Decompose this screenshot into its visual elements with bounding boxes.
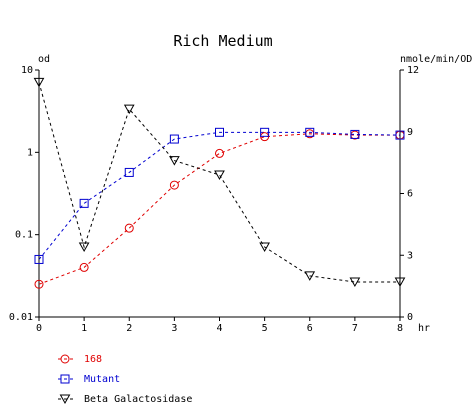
x-axis-label: hr — [418, 323, 430, 334]
chart-title: Rich Medium — [173, 32, 272, 50]
data-point-2 — [349, 277, 361, 288]
x-tick-label: 4 — [216, 323, 222, 334]
legend: 168 Mutant Beta Galactosidase — [58, 354, 192, 405]
data-point-1 — [169, 134, 179, 144]
data-point-0 — [79, 262, 89, 272]
data-point-2 — [304, 271, 316, 281]
legend-label-0: 168 — [84, 354, 102, 365]
data-point-1 — [350, 129, 360, 139]
right-tick-label: 12 — [407, 65, 419, 76]
data-point-2 — [33, 77, 45, 88]
x-tick-label: 6 — [307, 323, 313, 334]
data-point-2 — [214, 170, 225, 180]
data-point-0 — [215, 148, 224, 158]
data-point-1 — [395, 130, 405, 140]
data-point-2 — [394, 277, 406, 288]
x-tick-label: 3 — [171, 323, 177, 334]
data-point-2 — [259, 242, 270, 253]
data-point-2 — [169, 156, 180, 166]
x-tick-label: 7 — [352, 323, 358, 334]
right-tick-label: 9 — [407, 127, 413, 138]
x-tick-label: 0 — [36, 323, 42, 334]
x-tick-label: 1 — [81, 323, 87, 334]
data-point-2 — [78, 242, 90, 253]
right-tick-label: 3 — [407, 250, 413, 261]
x-tick-label: 5 — [262, 323, 268, 334]
data-point-1 — [79, 198, 89, 208]
data-point-0 — [124, 223, 134, 233]
left-tick-label: 0.1 — [15, 230, 33, 241]
data-point-0 — [169, 180, 179, 190]
legend-label-1: Mutant — [84, 374, 120, 385]
right-axis-label: nmole/min/OD — [400, 54, 472, 65]
legend-marker-0 — [60, 354, 70, 364]
series-markers — [33, 77, 406, 289]
data-point-1 — [215, 127, 224, 137]
x-tick-label: 2 — [126, 323, 132, 334]
left-axis-label: od — [38, 54, 50, 65]
data-point-1 — [260, 127, 270, 137]
left-tick-label: 10 — [21, 65, 33, 76]
legend-marker-2 — [59, 394, 71, 405]
series-line-0 — [38, 133, 400, 285]
legend-label-2: Beta Galactosidase — [84, 394, 192, 405]
left-tick-label: 1 — [27, 147, 33, 158]
x-tick-label: 8 — [397, 323, 403, 334]
series-line-1 — [38, 131, 401, 260]
data-point-2 — [123, 104, 135, 115]
data-point-0 — [34, 279, 44, 289]
series-line-2 — [38, 82, 400, 283]
data-point-1 — [34, 254, 44, 264]
data-point-1 — [124, 167, 134, 177]
series-lines — [38, 82, 401, 285]
right-tick-label: 6 — [407, 189, 413, 200]
data-point-1 — [305, 127, 315, 137]
right-tick-label: 0 — [407, 312, 413, 323]
legend-marker-1 — [60, 374, 70, 384]
left-tick-label: 0.01 — [9, 312, 33, 323]
